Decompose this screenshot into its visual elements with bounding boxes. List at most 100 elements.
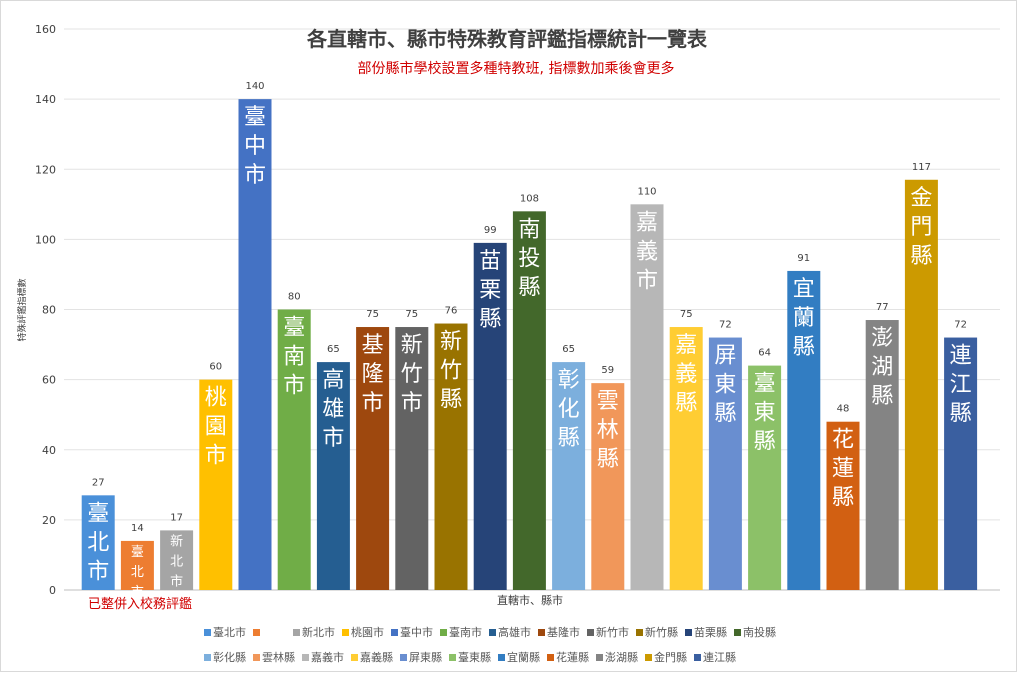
bar-category-label: 南 <box>518 217 540 242</box>
bar <box>591 383 625 590</box>
bar-category-label: 宜 <box>793 277 815 302</box>
legend-item: 宜蘭縣 <box>498 650 540 664</box>
bar-category-label: 市 <box>322 426 344 451</box>
legend-label: 基隆市 <box>547 625 580 639</box>
bar-category-label: 嘉 <box>675 333 697 358</box>
legend-label: 澎湖縣 <box>605 651 638 664</box>
bar-category-label: 義 <box>675 362 697 387</box>
legend-item: 基隆市 <box>538 625 580 639</box>
bar-category-label: 臺 <box>87 501 109 526</box>
legend-swatch <box>449 654 456 661</box>
legend-item: 澎湖縣 <box>596 651 638 664</box>
bar-category-label: 門 <box>910 215 932 240</box>
data-label: 64 <box>758 348 771 359</box>
bar-category-label: 嘉 <box>636 210 658 235</box>
legend-swatch <box>645 654 652 661</box>
y-tick-label: 140 <box>35 93 56 106</box>
bar-category-label: 縣 <box>558 426 580 451</box>
data-label: 117 <box>912 162 931 173</box>
data-label: 17 <box>170 512 183 523</box>
bar-category-label: 竹 <box>440 359 462 384</box>
y-tick-label: 60 <box>42 374 56 387</box>
bar-category-label: 中 <box>244 134 266 159</box>
data-label: 99 <box>484 225 497 236</box>
bar <box>787 270 821 590</box>
legend-swatch <box>391 629 398 636</box>
bar <box>748 365 782 590</box>
legend-item: 金門縣 <box>645 650 687 664</box>
legend-item: 苗栗縣 <box>685 626 727 639</box>
bar-category-label: 縣 <box>440 388 462 413</box>
data-label: 72 <box>719 320 732 331</box>
legend-swatch <box>587 629 594 636</box>
legend-swatch <box>694 654 701 661</box>
bar <box>434 323 468 590</box>
y-tick-label: 40 <box>42 444 56 457</box>
legend-item: 嘉義市 <box>302 650 344 664</box>
bar-category-label: 新 <box>440 330 462 355</box>
bar-category-label: 隆 <box>362 362 384 387</box>
bar-category-label: 臺 <box>283 316 305 341</box>
bar-category-label: 縣 <box>675 391 697 416</box>
data-label: 65 <box>562 344 575 355</box>
bar-category-label: 市 <box>170 573 183 589</box>
bar-category-label: 市 <box>244 163 266 188</box>
chart-title: 各直轄市、縣市特殊教育評鑑指標統計一覽表 <box>306 27 708 51</box>
legend-item: 新竹縣 <box>636 625 678 639</box>
legend-label: 高雄市 <box>498 625 531 639</box>
bar <box>552 362 586 590</box>
bar <box>630 204 664 590</box>
data-label: 60 <box>209 362 222 373</box>
legend-label: 金門縣 <box>654 650 687 664</box>
y-tick-label: 80 <box>42 304 56 317</box>
bar-category-label: 江 <box>950 373 972 398</box>
bar <box>512 211 546 590</box>
data-label: 72 <box>954 320 967 331</box>
y-tick-label: 120 <box>35 163 56 176</box>
legend-item: 花蓮縣 <box>547 650 589 664</box>
bar-category-label: 澎 <box>871 326 893 351</box>
legend-item: 新竹市 <box>587 625 629 639</box>
data-label: 108 <box>520 193 539 204</box>
bar-category-label: 北 <box>87 530 109 555</box>
chart-subtitle: 部份縣市學校設置多種特教班, 指標數加乘後會更多 <box>358 60 675 77</box>
legend-item: 桃園市 <box>342 625 384 639</box>
legend-item: 臺北市 <box>204 625 246 639</box>
data-label: 110 <box>637 186 656 197</box>
bar <box>316 362 350 590</box>
legend-swatch <box>636 629 643 636</box>
bar-category-label: 東 <box>754 401 776 426</box>
bar-category-label: 縣 <box>714 402 736 427</box>
bar-category-label: 市 <box>205 444 227 469</box>
data-label: 91 <box>797 253 810 264</box>
bar-category-label: 市 <box>87 559 109 584</box>
bar-category-label: 東 <box>714 373 736 398</box>
legend-label: 臺東縣 <box>458 650 491 664</box>
bar-category-label: 苗 <box>479 249 501 274</box>
value-labels: 27 14 17 60 140 80 65 75 75 76 99 108 65 59 110 75 72 64 9… <box>92 81 967 534</box>
legend-item: 彰化縣 <box>204 650 246 664</box>
bar-category-label: 臺 <box>131 545 144 560</box>
y-tick-label: 100 <box>35 233 56 246</box>
legend-swatch <box>547 654 554 661</box>
bar <box>473 242 507 590</box>
legend-item: 南投縣 <box>734 625 776 639</box>
x-axis-label: 直轄市、縣市 <box>497 593 563 607</box>
legend-swatch <box>204 629 211 636</box>
bar <box>395 327 429 590</box>
legend-swatch <box>253 629 260 636</box>
bar-category-label: 縣 <box>754 430 776 455</box>
bars <box>81 99 978 591</box>
bar-category-label: 市 <box>362 391 384 416</box>
bar <box>120 540 154 590</box>
bar-category-label: 連 <box>950 344 972 369</box>
legend-label: 苗栗縣 <box>694 626 727 639</box>
bar-category-label: 湖 <box>871 355 893 380</box>
legend-label: 嘉義縣 <box>360 650 393 664</box>
bar-category-label: 園 <box>205 415 227 440</box>
bar-category-label: 縣 <box>793 335 815 360</box>
y-tick-label: 0 <box>49 584 56 597</box>
legend-label: 臺中市 <box>400 625 433 639</box>
